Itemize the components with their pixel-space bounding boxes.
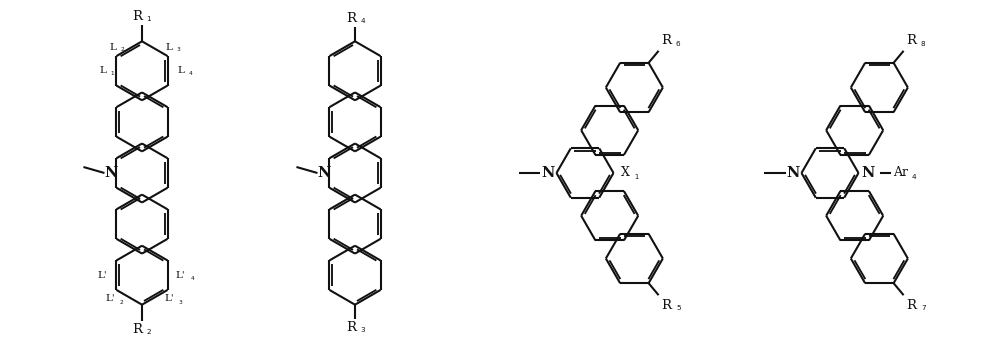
Text: $_8$: $_8$ bbox=[920, 39, 927, 49]
Text: $_3$: $_3$ bbox=[178, 299, 183, 307]
Text: N: N bbox=[105, 166, 118, 180]
Text: $_2$: $_2$ bbox=[119, 299, 124, 307]
Text: $_1$: $_1$ bbox=[146, 15, 152, 24]
Text: R: R bbox=[907, 34, 917, 47]
Text: $_4$: $_4$ bbox=[188, 69, 193, 78]
Text: R: R bbox=[662, 34, 672, 47]
Text: L: L bbox=[99, 66, 106, 75]
Text: L: L bbox=[177, 66, 184, 75]
Text: $_3$: $_3$ bbox=[176, 45, 181, 54]
Text: R: R bbox=[132, 10, 142, 23]
Text: $_4$: $_4$ bbox=[911, 172, 918, 182]
Text: R: R bbox=[346, 12, 356, 25]
Text: $_6$: $_6$ bbox=[675, 39, 682, 49]
Text: N: N bbox=[787, 166, 800, 180]
Text: Ar: Ar bbox=[893, 166, 908, 180]
Text: L: L bbox=[165, 43, 172, 52]
Text: $_2$: $_2$ bbox=[120, 45, 125, 54]
Text: L': L' bbox=[176, 271, 185, 280]
Text: $_4$: $_4$ bbox=[190, 274, 195, 283]
Text: R: R bbox=[662, 299, 672, 312]
Text: N: N bbox=[542, 166, 555, 180]
Text: $_4$: $_4$ bbox=[360, 17, 366, 26]
Text: R: R bbox=[907, 299, 917, 312]
Text: L: L bbox=[109, 43, 116, 52]
Text: $_3$: $_3$ bbox=[360, 326, 366, 336]
Text: X: X bbox=[621, 166, 630, 180]
Text: N: N bbox=[318, 166, 331, 180]
Text: L': L' bbox=[98, 271, 107, 280]
Text: $_1$: $_1$ bbox=[634, 172, 639, 182]
Text: N: N bbox=[862, 166, 875, 180]
Text: R: R bbox=[346, 321, 356, 334]
Text: R: R bbox=[132, 323, 142, 336]
Text: $_7$: $_7$ bbox=[921, 303, 927, 313]
Text: $_5$: $_5$ bbox=[676, 303, 682, 313]
Text: L': L' bbox=[165, 294, 174, 303]
Text: $_1$: $_1$ bbox=[110, 69, 115, 78]
Text: L': L' bbox=[106, 294, 115, 303]
Text: $_2$: $_2$ bbox=[146, 328, 152, 337]
